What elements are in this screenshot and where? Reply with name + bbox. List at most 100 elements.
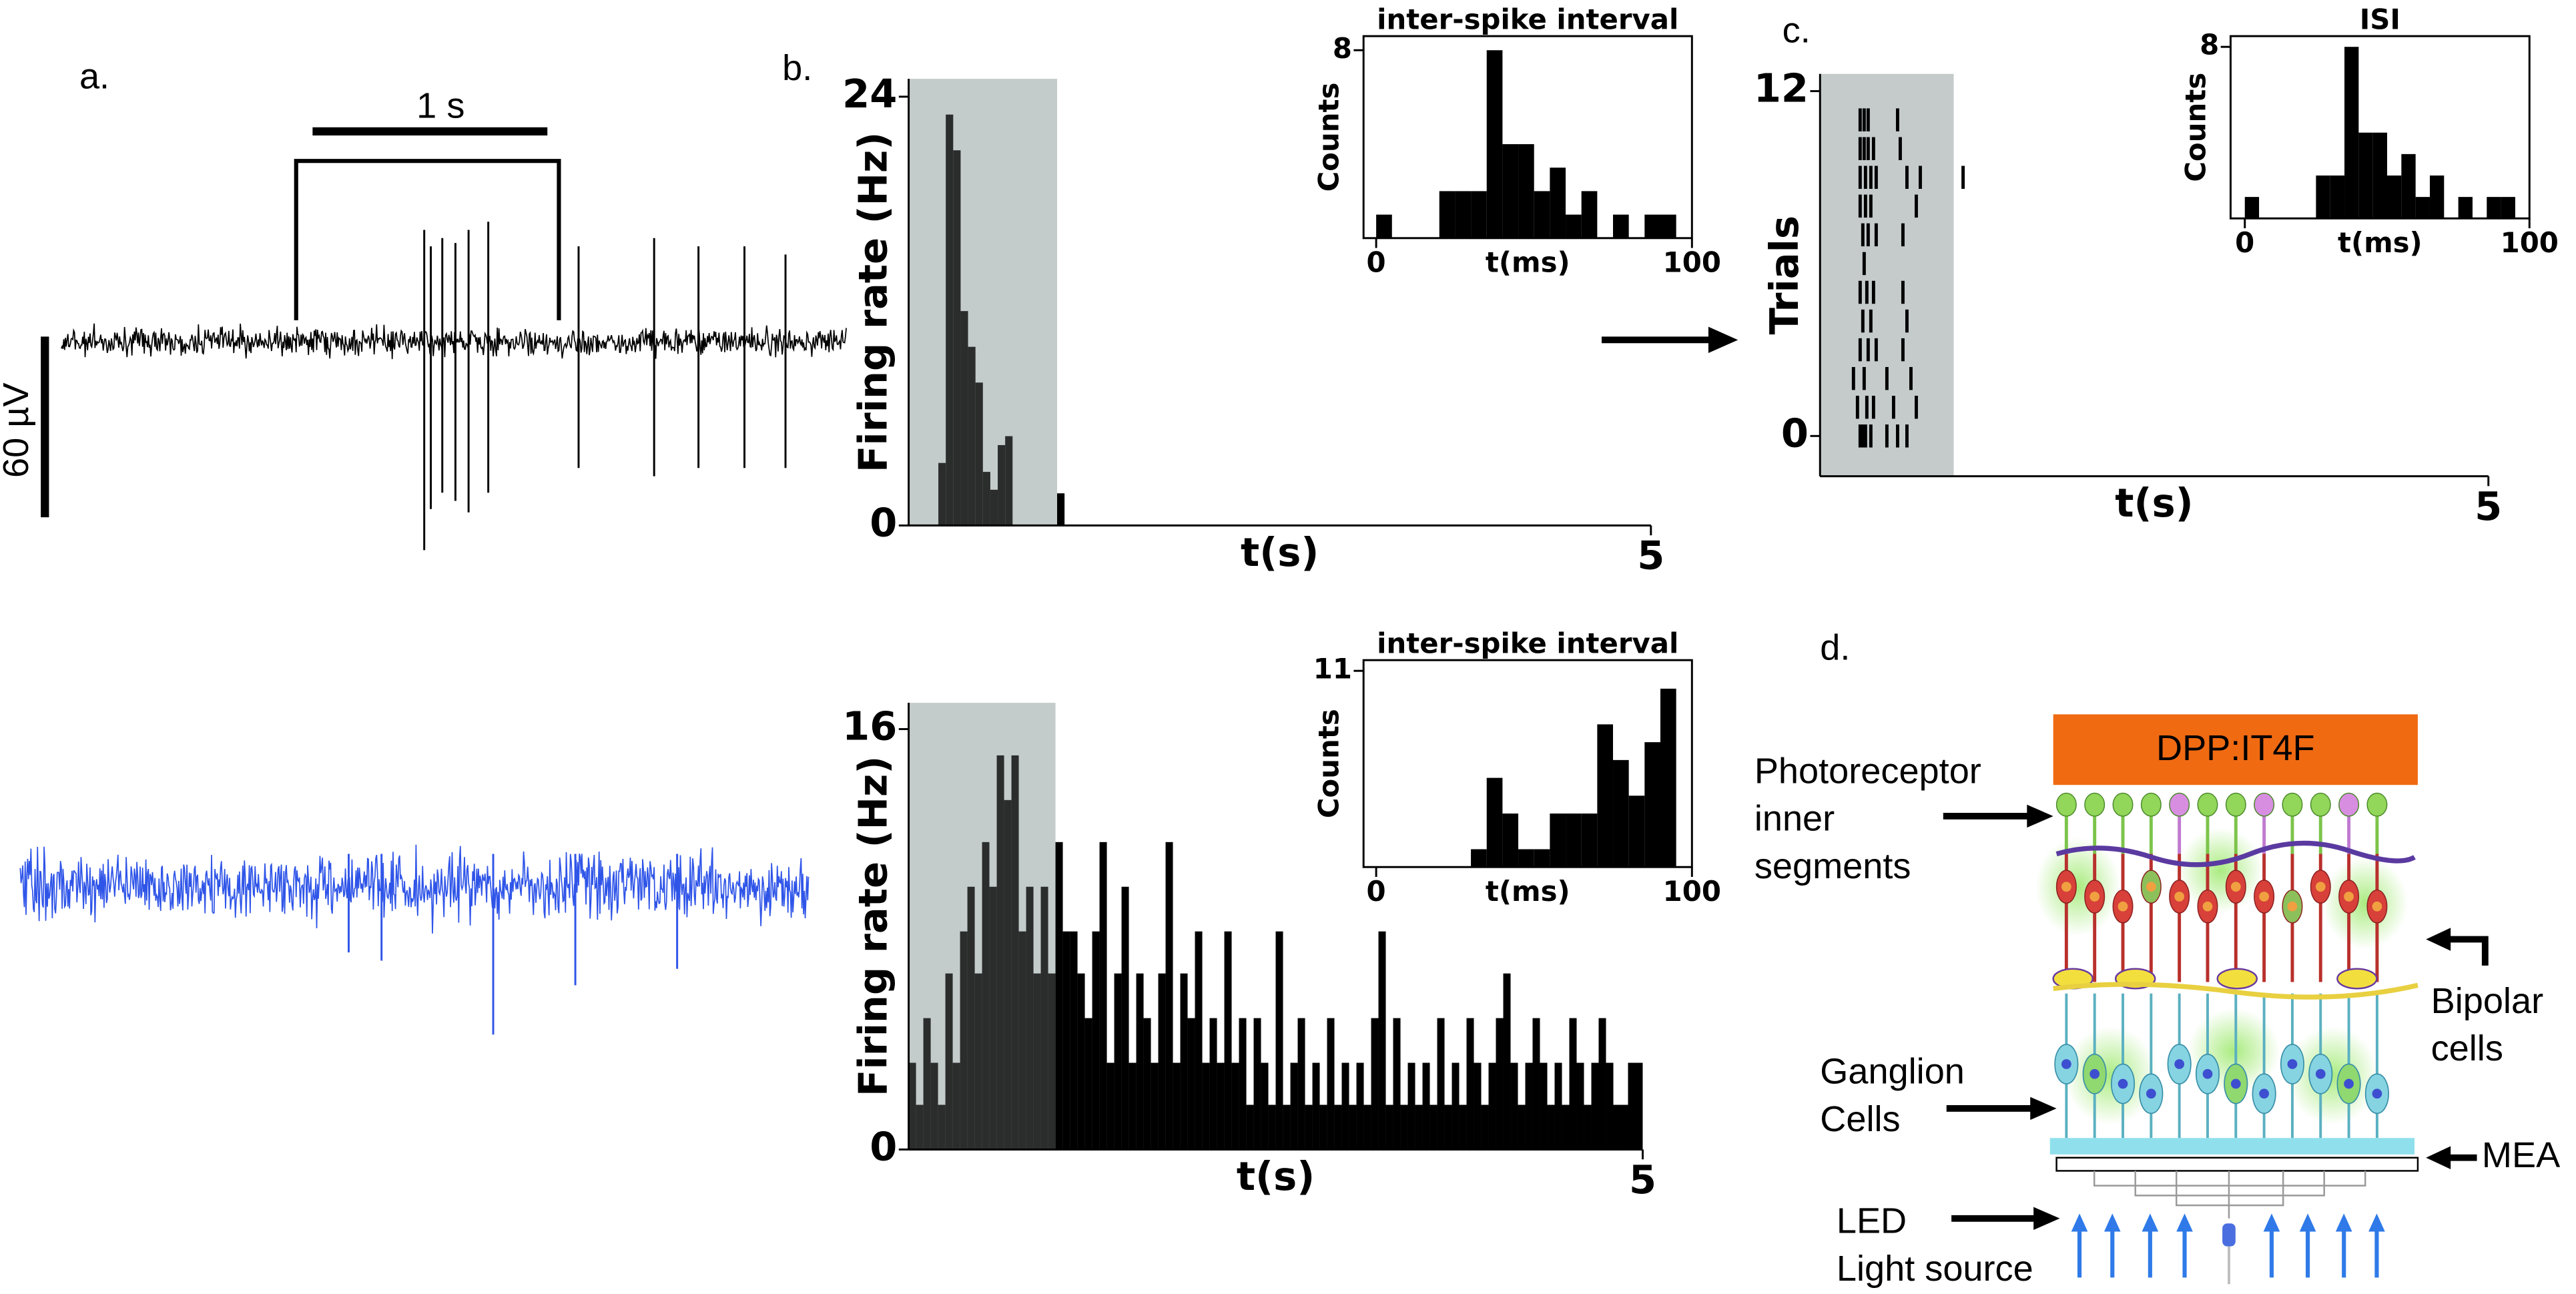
bar [1486,777,1503,868]
nucleus [2089,1068,2100,1079]
nucleus [2174,892,2185,902]
chart: 8 0 100 t(ms) Counts inter-spike interval [1312,3,1721,278]
bar [2330,176,2345,219]
bar [1534,191,1550,238]
bar [946,114,954,526]
mea-layer [2049,1138,2415,1155]
bar [2429,176,2445,219]
bar [1628,1062,1636,1150]
bar [1581,814,1598,868]
plot-frame [2229,35,2531,220]
bar [989,886,997,1150]
glow [2178,828,2264,914]
wiring [2093,1171,2366,1219]
bar [1026,886,1034,1150]
chart: 11 0 100 t(ms) Counts inter-spike interval [1312,627,1721,908]
bar [2415,197,2430,219]
nucleus [2089,892,2100,902]
bar [1011,755,1019,1150]
bar [1312,1062,1320,1150]
voltage-trace [61,323,847,360]
bar [1057,493,1065,526]
bar [1620,1104,1628,1150]
bar [1644,214,1661,238]
photoreceptor-label: segments [1754,846,1911,886]
bar [1400,1104,1408,1150]
photoreceptor [2310,792,2331,817]
bar [1005,436,1013,526]
x-tick-label: 5 [1637,533,1664,579]
bar [1129,1062,1137,1150]
x-tick-label: 0 [1367,246,1386,279]
x-axis-label: t(s) [1237,1153,1315,1199]
stimulus-bracket [294,159,561,320]
plot-frame [1362,35,1693,240]
bar [975,382,983,526]
bar [1165,842,1173,1150]
bar [1415,1104,1423,1150]
bar [1554,1062,1562,1150]
x-axis-label: t(ms) [1486,246,1570,279]
bar [1341,1062,1349,1150]
bar [2344,47,2359,219]
nucleus [2061,1059,2071,1069]
panel-label: b. [782,48,812,88]
bar [1550,814,1566,868]
bar [1422,1062,1430,1150]
bar [1613,759,1629,868]
bar [1444,1104,1452,1150]
shade-overlay [908,79,1058,526]
bar [1376,214,1392,238]
x-tick-label: 100 [1663,875,1721,908]
nucleus [2344,1078,2354,1089]
nucleus [2259,1088,2269,1099]
light-arrow-head [2071,1213,2088,1232]
led [2222,1223,2236,1247]
bar [2401,153,2416,219]
y-axis-label: Counts [2180,73,2212,182]
bar [1253,1018,1261,1150]
bar [1268,1104,1276,1150]
bar [1518,144,1534,238]
shade-overlay [908,703,1056,1150]
x-axis-label: t(s) [2115,480,2193,526]
bar [1613,1104,1621,1150]
bar [982,842,990,1150]
bar [1092,931,1100,1150]
chart-title: ISI [2360,3,2400,35]
bar [1114,973,1122,1150]
bar [1591,1062,1599,1150]
traces [19,222,847,1035]
y-tick-label: 12 [1754,65,1809,111]
bar [1429,1104,1437,1150]
bar [1459,1104,1467,1150]
bar [1327,1018,1335,1150]
retina-diagram: DPP:IT4F Photoreceptor inner segments Bi… [1754,714,2560,1289]
material-label: DPP:IT4F [2156,728,2315,768]
amacrine-band [2053,982,2419,1000]
voltage-scale-label: 60 µV [0,382,36,478]
bar [1584,1104,1592,1150]
arrow-head [2027,804,2053,828]
photoreceptor [2366,792,2388,817]
bar [1283,1104,1291,1150]
nucleus [2230,1078,2241,1089]
ganglion-label: Ganglion [1820,1052,1965,1092]
chart: 0 12 5 t(s) Trials [1754,65,2502,529]
bar [1099,842,1107,1150]
arrow-head [2426,1146,2451,1169]
x-tick-label: 5 [1629,1157,1656,1203]
bipolar-label: Bipolar [2431,981,2543,1021]
bar [1077,973,1085,1150]
bar [2458,197,2473,219]
bar [1070,931,1078,1150]
bar [2372,132,2388,219]
y-axis-label: Firing rate (Hz) [850,132,896,472]
nucleus [2174,1059,2185,1069]
bar [1158,973,1166,1150]
bar [1202,1062,1210,1150]
bar [1635,1062,1643,1150]
bar [1136,973,1144,1150]
bar [1121,886,1129,1150]
bar [1143,1018,1151,1150]
